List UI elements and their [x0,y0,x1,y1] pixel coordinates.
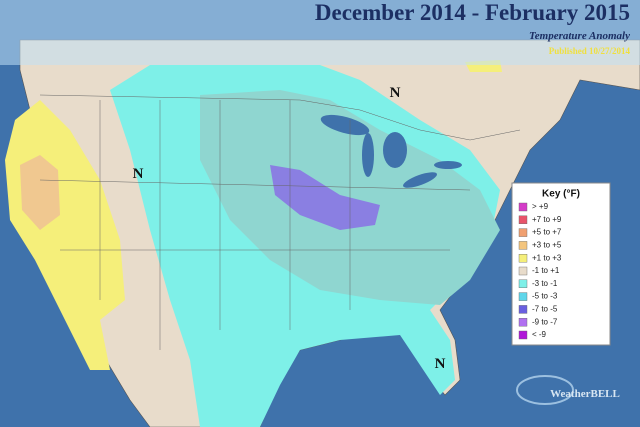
key-label: < -9 [532,330,547,339]
key-swatch [518,202,528,212]
published-date: Published 10/27/2014 [549,46,631,56]
title: December 2014 - February 2015 [315,0,630,25]
key-label: +7 to +9 [532,215,562,224]
key-swatch [518,228,528,237]
key-swatch [518,279,528,288]
key-label: +1 to +3 [532,253,562,262]
key-swatch [518,305,528,314]
borders [39,94,521,350]
key-swatch [518,241,528,250]
logo-swirl [516,375,574,405]
key-label: > +9 [532,202,549,211]
key-swatch [518,292,528,301]
normal-label: N [133,166,144,182]
key-swatch [518,215,528,225]
normal-label: N [390,85,401,101]
key-title: Key (°F) [542,189,580,200]
key-label: -3 to -1 [532,279,558,288]
logo: WeatherBELL [550,388,620,400]
key-label: -9 to -7 [532,317,558,326]
key-label: +5 to +7 [532,228,562,237]
anomaly-very-warm [20,155,60,230]
header-band [0,0,640,65]
key-box [511,182,611,346]
subtitle: Temperature Anomaly [529,30,630,42]
key-swatch [518,266,528,276]
great-lakes [320,114,462,188]
key-label: -5 to -3 [532,292,558,301]
key-entries: > +9 +7 to +9 +5 to +7 +3 to +5 +1 to +3 -1 t… [518,202,562,340]
anomaly-very-cold [270,165,380,230]
key-label: +3 to +5 [532,241,562,250]
key-label: -7 to -5 [532,305,558,314]
key-swatch [518,318,528,327]
key-label: -1 to +1 [532,266,560,275]
normal-label: N [435,356,446,372]
key-swatch [518,253,528,263]
key-swatch [518,330,528,340]
